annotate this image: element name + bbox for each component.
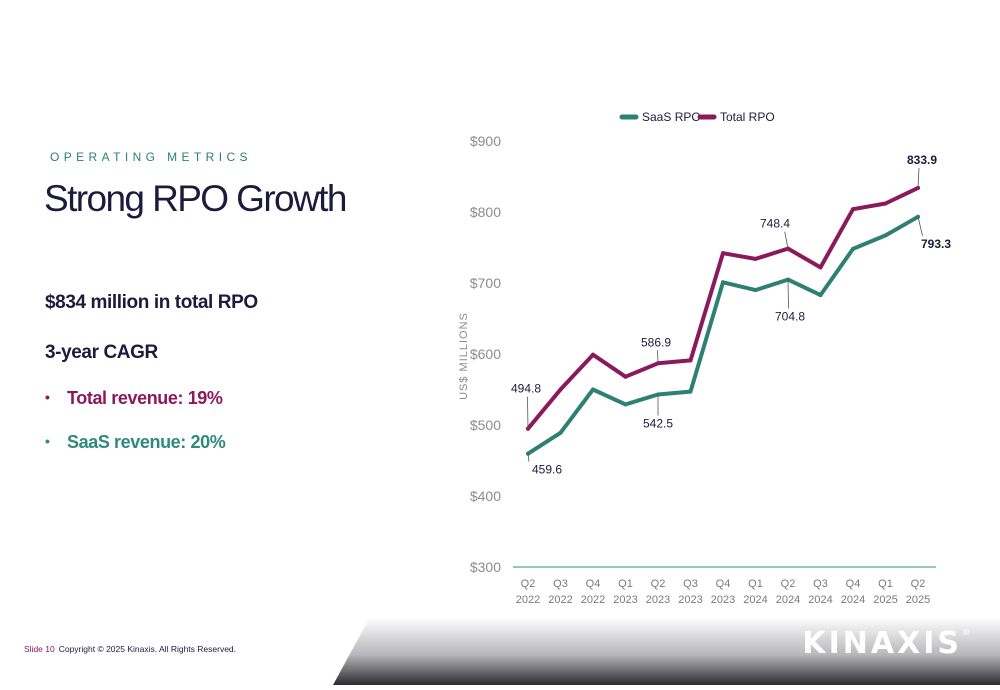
x-tick-label-quarter: Q2 (781, 578, 796, 590)
leader-line-saas-rpo (917, 216, 923, 236)
registered-mark: ® (962, 628, 970, 637)
data-label-total-rpo: 494.8 (511, 382, 541, 396)
kinaxis-logo: KINAXIS® (802, 626, 970, 661)
copyright-text: Copyright © 2025 Kinaxis. All Rights Res… (58, 644, 237, 654)
slide-title: Strong RPO Growth (44, 178, 347, 219)
bullet-dot: • (45, 433, 50, 449)
data-label-saas-rpo: 542.5 (643, 416, 673, 430)
bullet-text-total-revenue: Total revenue: 19% (67, 388, 223, 408)
x-tick-label-quarter: Q4 (846, 578, 861, 590)
bullet-total-revenue: • Total revenue: 19% (45, 388, 223, 409)
data-point-saas-rpo (688, 389, 693, 394)
x-tick-label-year: 2022 (548, 594, 572, 606)
series-line-total-rpo (526, 185, 920, 431)
leader-line-total-rpo (784, 231, 789, 249)
x-tick-label-year: 2025 (906, 594, 930, 606)
data-point-saas-rpo (623, 402, 628, 407)
x-tick-label-quarter: Q4 (716, 578, 731, 590)
data-point-total-rpo (558, 387, 563, 392)
x-tick-label-quarter: Q1 (878, 578, 893, 590)
data-label-saas-rpo: 459.6 (532, 463, 562, 477)
data-label-total-rpo: 833.9 (907, 153, 937, 167)
x-tick-label-year: 2024 (841, 594, 865, 606)
data-point-total-rpo (591, 352, 595, 357)
x-tick-label-quarter: Q2 (521, 578, 536, 590)
data-point-total-rpo (623, 374, 628, 379)
y-tick-label: $600 (470, 346, 501, 362)
data-point-total-rpo (688, 358, 693, 363)
x-tick-label-year: 2024 (743, 594, 767, 606)
y-tick-label: $400 (470, 488, 501, 504)
data-label-saas-rpo: 793.3 (921, 237, 951, 251)
y-tick-label: $900 (470, 133, 501, 149)
data-point-saas-rpo (883, 233, 888, 238)
bullet-saas-revenue: • SaaS revenue: 20% (45, 432, 226, 453)
data-point-saas-rpo (721, 280, 725, 285)
leader-line-saas-rpo (787, 279, 789, 309)
leader-line-saas-rpo (527, 453, 530, 462)
key-point-cagr: 3-year CAGR (45, 342, 158, 363)
x-tick-label-year: 2025 (873, 594, 897, 606)
y-tick-label: $800 (470, 204, 501, 220)
data-point-total-rpo (753, 256, 758, 261)
slide-number: Slide 10 (24, 644, 55, 654)
leader-line-total-rpo (917, 167, 920, 188)
bullet-dot: • (45, 389, 50, 405)
legend-label-saas-rpo: SaaS RPO (642, 110, 701, 124)
x-tick-label-year: 2024 (808, 594, 832, 606)
data-point-total-rpo (883, 201, 888, 206)
data-point-total-rpo (851, 207, 855, 212)
y-tick-label: $300 (470, 559, 501, 575)
data-point-saas-rpo (558, 430, 563, 435)
x-tick-label-year: 2023 (678, 594, 702, 606)
x-tick-label-quarter: Q2 (651, 578, 666, 590)
x-tick-label-year: 2023 (711, 594, 735, 606)
footer-copyright: Slide 10 Copyright © 2025 Kinaxis. All Ri… (24, 644, 236, 654)
key-point-total-rpo: $834 million in total RPO (45, 292, 258, 313)
x-tick-label-year: 2023 (613, 594, 637, 606)
leader-line-total-rpo (657, 350, 659, 364)
data-point-saas-rpo (818, 293, 823, 298)
data-point-total-rpo (721, 251, 725, 256)
x-tick-label-quarter: Q2 (911, 578, 926, 590)
data-point-total-rpo (818, 265, 823, 270)
legend-label-total-rpo: Total RPO (720, 110, 775, 124)
y-tick-label: $700 (470, 275, 501, 291)
data-point-saas-rpo (591, 387, 595, 392)
section-label: OPERATING METRICS (50, 150, 252, 164)
x-tick-label-year: 2023 (646, 594, 670, 606)
bullet-text-saas-revenue: SaaS revenue: 20% (67, 432, 226, 452)
x-tick-label-quarter: Q3 (813, 578, 828, 590)
data-point-saas-rpo (753, 288, 758, 293)
x-tick-label-quarter: Q1 (618, 578, 633, 590)
x-tick-label-quarter: Q3 (553, 578, 568, 590)
x-tick-label-year: 2024 (776, 594, 800, 606)
y-tick-label: $500 (470, 417, 501, 433)
logo-wordmark: KINAXIS (802, 626, 962, 661)
x-tick-label-quarter: Q4 (586, 578, 601, 590)
data-label-saas-rpo: 704.8 (775, 310, 805, 324)
y-axis-title: US$ MILLIONS (458, 312, 470, 400)
leader-line-total-rpo (527, 396, 529, 429)
x-tick-label-quarter: Q3 (683, 578, 698, 590)
data-point-saas-rpo (851, 246, 855, 251)
x-tick-label-year: 2022 (516, 594, 540, 606)
x-tick-label-quarter: Q1 (748, 578, 763, 590)
x-tick-label-year: 2022 (581, 594, 605, 606)
data-label-total-rpo: 748.4 (760, 217, 790, 231)
data-label-total-rpo: 586.9 (641, 335, 671, 349)
